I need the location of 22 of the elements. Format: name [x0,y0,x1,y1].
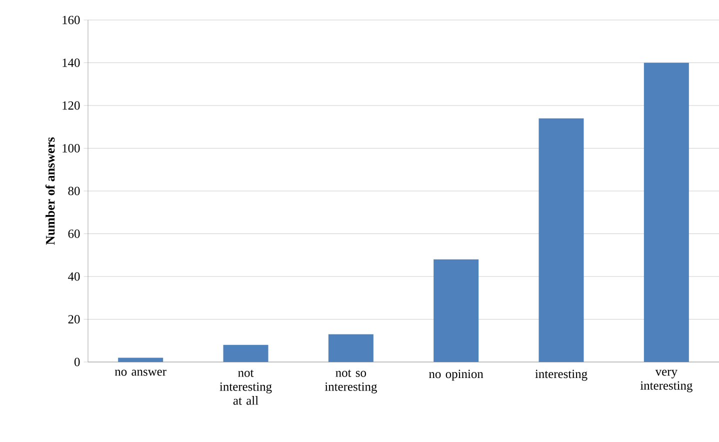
y-axis-title: Number of answers [45,137,55,245]
x-tick-label: no answer [114,370,166,376]
x-tick-label: no opinion [429,370,484,381]
y-tick-label: 120 [62,101,80,110]
bar [434,259,479,362]
bar [328,334,374,362]
x-tick-label: not so interesting [324,370,377,394]
x-tick-label: interesting [535,370,588,381]
bar [644,62,689,362]
y-tick-label: 60 [68,230,80,238]
y-tick-label: 160 [62,16,80,24]
y-tick-label: 100 [62,144,80,152]
y-tick-label: 40 [68,272,80,281]
y-tick-label: 0 [74,358,80,366]
bar [223,344,268,362]
y-tick-label: 140 [62,58,80,67]
x-tick-label: very interesting [640,370,692,392]
y-tick-label: 80 [68,186,80,196]
y-tick-label: 20 [68,315,80,324]
x-tick-label: not interesting at all [220,370,272,405]
bar [538,118,584,362]
bar [118,358,164,362]
